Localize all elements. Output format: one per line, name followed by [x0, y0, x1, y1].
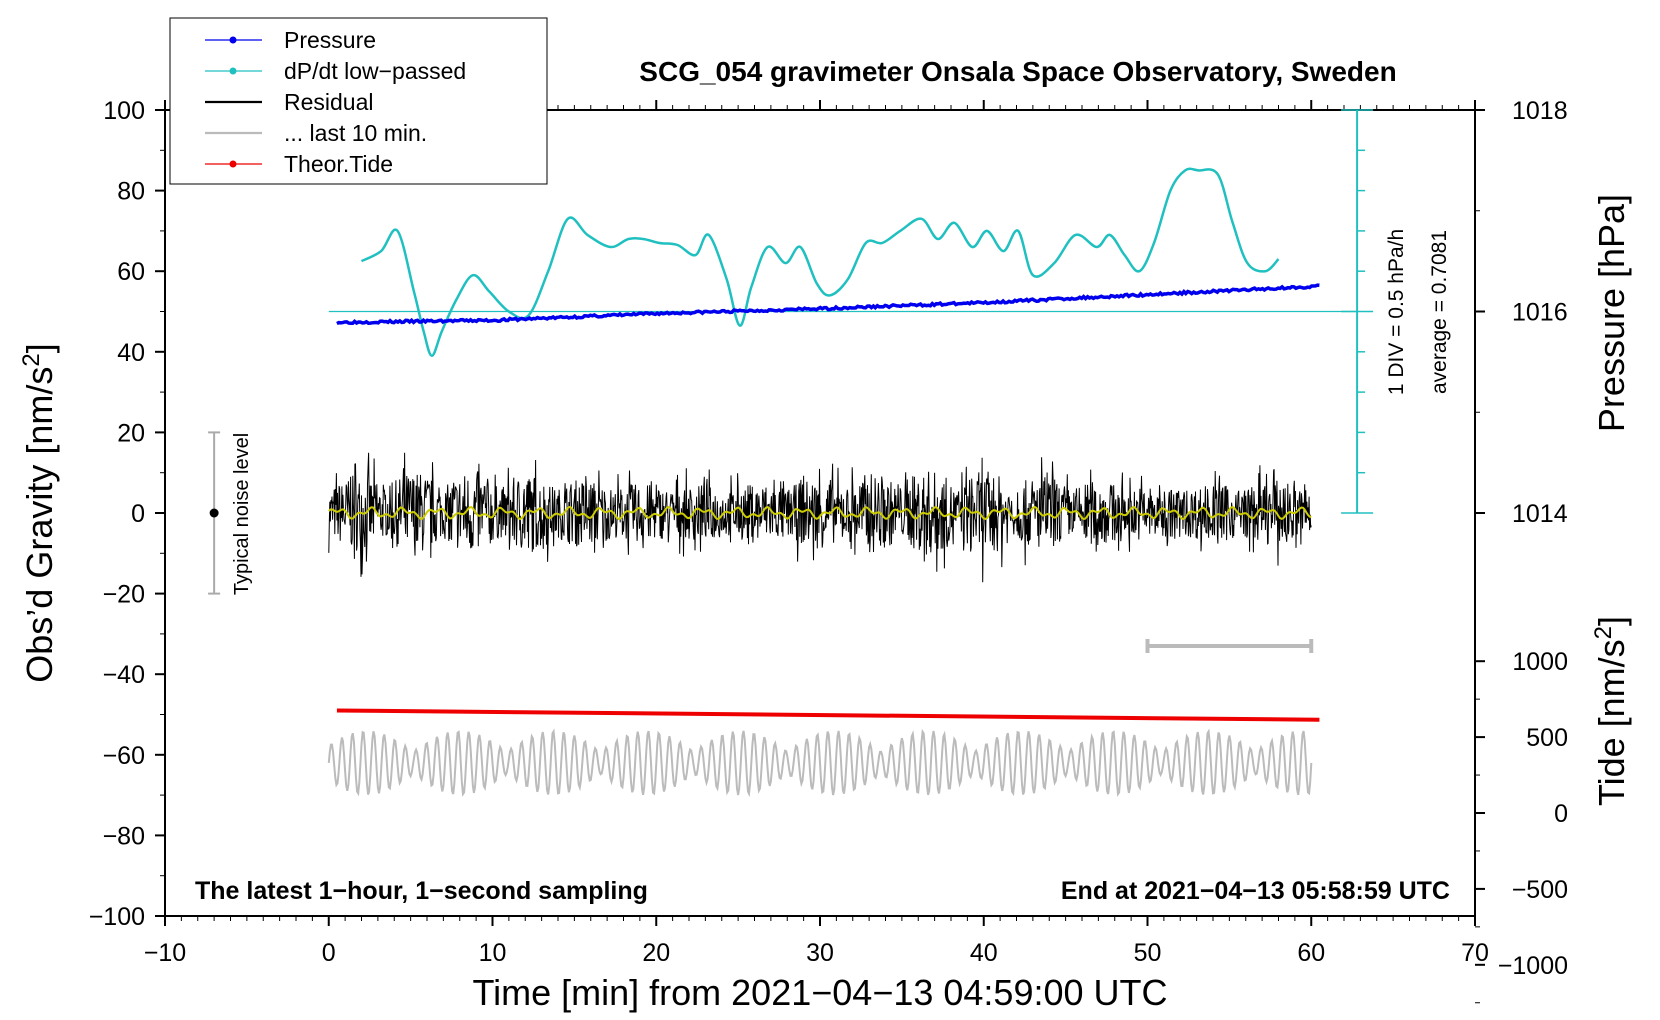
legend-label-0: Pressure — [284, 27, 376, 53]
residual-series-line — [328, 452, 1312, 583]
legend-label-1: dP/dt low−passed — [284, 58, 466, 84]
noise-level-label: Typical noise level — [231, 433, 253, 595]
chart-title: SCG_054 gravimeter Onsala Space Observat… — [639, 56, 1396, 87]
y-axis-label-tide: Tide [nm/s2] — [1590, 616, 1632, 806]
dpdt-series-line — [360, 167, 1280, 358]
tide-tick-label: −500 — [1512, 876, 1568, 904]
legend-marker-4 — [229, 160, 237, 168]
annotation-bottom-right: End at 2021−04−13 05:58:59 UTC — [1061, 877, 1450, 905]
average-label: average = 0.7081 — [1428, 230, 1451, 394]
pressure-tick-label: 1018 — [1512, 97, 1568, 125]
x-tick-label: −10 — [144, 939, 186, 967]
y-tick-label: 60 — [117, 258, 145, 286]
tide-tick-label: 1000 — [1512, 648, 1568, 676]
x-tick-label: 50 — [1134, 939, 1162, 967]
tide-series-line — [336, 708, 1320, 722]
x-tick-label: 30 — [806, 939, 834, 967]
annotation-bottom-left: The latest 1−hour, 1−second sampling — [195, 877, 648, 905]
tide-tick-label: 0 — [1554, 800, 1568, 828]
x-tick-label: 0 — [322, 939, 336, 967]
y-tick-label: −40 — [103, 661, 145, 689]
legend: Pressure dP/dt low−passed Residual ... last… — [169, 17, 548, 185]
tide-tick-label: 500 — [1526, 724, 1568, 752]
y-axis-label-pressure: Pressure [hPa] — [1591, 194, 1632, 432]
y-tick-label: 80 — [117, 178, 145, 206]
x-tick-label: 20 — [642, 939, 670, 967]
y-tick-label: −60 — [103, 742, 145, 770]
tide-tick-label: −1000 — [1498, 952, 1568, 980]
legend-marker-0 — [229, 36, 237, 44]
legend-label-2: Residual — [284, 89, 374, 115]
y-axis-label-gravity: Obs’d Gravity [nm/s2] — [18, 343, 60, 682]
pressure-tick-label: 1016 — [1512, 299, 1568, 327]
y-tick-label: 100 — [103, 97, 145, 125]
legend-label-3: ... last 10 min. — [284, 120, 427, 146]
legend-label-4: Theor.Tide — [284, 151, 393, 177]
y-tick-label: −80 — [103, 822, 145, 850]
residual-smoothed-line — [328, 505, 1312, 521]
x-tick-label: 40 — [970, 939, 998, 967]
noise-center-dot — [209, 508, 219, 518]
y-tick-label: 40 — [117, 339, 145, 367]
y-tick-label: −100 — [89, 903, 145, 931]
x-tick-label: 10 — [479, 939, 507, 967]
x-tick-label: 70 — [1461, 939, 1489, 967]
pressure-series-line — [336, 283, 1320, 326]
x-axis-label: Time [min] from 2021−04−13 04:59:00 UTC — [472, 972, 1167, 1013]
x-tick-label: 60 — [1297, 939, 1325, 967]
y-tick-label: −20 — [103, 581, 145, 609]
legend-marker-1 — [229, 67, 237, 75]
div-label: 1 DIV = 0.5 hPa/h — [1385, 229, 1408, 395]
last10-series-line — [327, 728, 1313, 798]
y-tick-label: 20 — [117, 419, 145, 447]
pressure-tick-label: 1014 — [1512, 500, 1568, 528]
y-tick-label: 0 — [131, 500, 145, 528]
